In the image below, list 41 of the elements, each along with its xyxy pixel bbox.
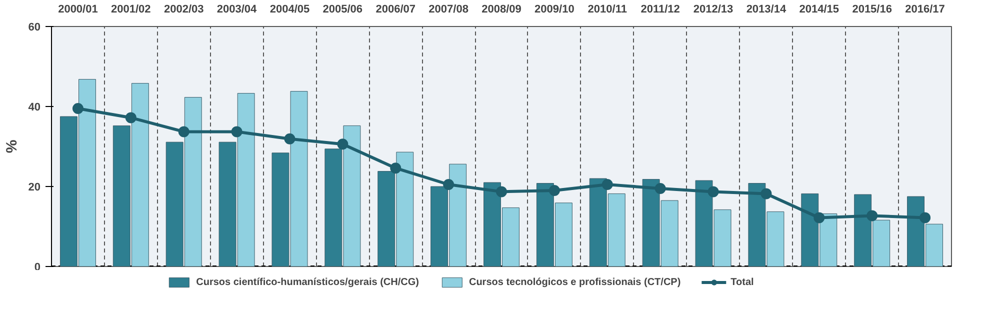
point [390, 162, 402, 174]
point [125, 112, 136, 124]
x-tick-label: 2012/13 [693, 4, 734, 16]
x-tick-label: 2000/01 [58, 4, 98, 16]
point [231, 126, 242, 138]
x-tick-label: 2009/10 [534, 4, 574, 16]
point [72, 103, 84, 114]
y-tick-label: 60 [28, 22, 41, 34]
x-tick-label: 2016/17 [905, 4, 945, 16]
legend-label: Cursos tecnológicos e profissionais (CT/CP) [468, 276, 681, 288]
x-tick-label: 2007/08 [428, 4, 468, 16]
point [496, 186, 507, 198]
x-tick-label: 2014/15 [799, 4, 840, 16]
legend-label: Cursos científico-humanísticos/gerais (CH/CG) [196, 276, 419, 288]
x-tick-label: 2013/14 [746, 4, 787, 16]
x-tick-label: 2003/04 [216, 4, 258, 16]
point [708, 186, 719, 198]
point [443, 179, 454, 190]
point [920, 212, 931, 224]
y-tick-label: 20 [28, 182, 41, 194]
x-tick-label: 2004/05 [270, 4, 310, 16]
point [602, 179, 613, 190]
point [178, 126, 190, 138]
x-tick-label: 2011/12 [640, 4, 680, 16]
point [284, 133, 296, 144]
legend-label: Total [730, 276, 754, 288]
y-axis-title: % [3, 140, 20, 154]
x-tick-label: 2010/11 [588, 4, 627, 16]
point [814, 212, 825, 224]
point [760, 188, 772, 200]
y-tick-label: 40 [28, 102, 41, 114]
x-tick-label: 2006/07 [376, 4, 416, 16]
point [654, 183, 666, 194]
point [337, 138, 348, 150]
x-tick-label: 2015/16 [852, 4, 892, 16]
x-tick-label: 2001/02 [111, 4, 151, 16]
x-tick-label: 2005/06 [322, 4, 363, 16]
point [548, 185, 560, 196]
x-tick-label: 2008/09 [482, 4, 522, 16]
x-tick-label: 2002/03 [164, 4, 204, 16]
point [866, 210, 878, 222]
